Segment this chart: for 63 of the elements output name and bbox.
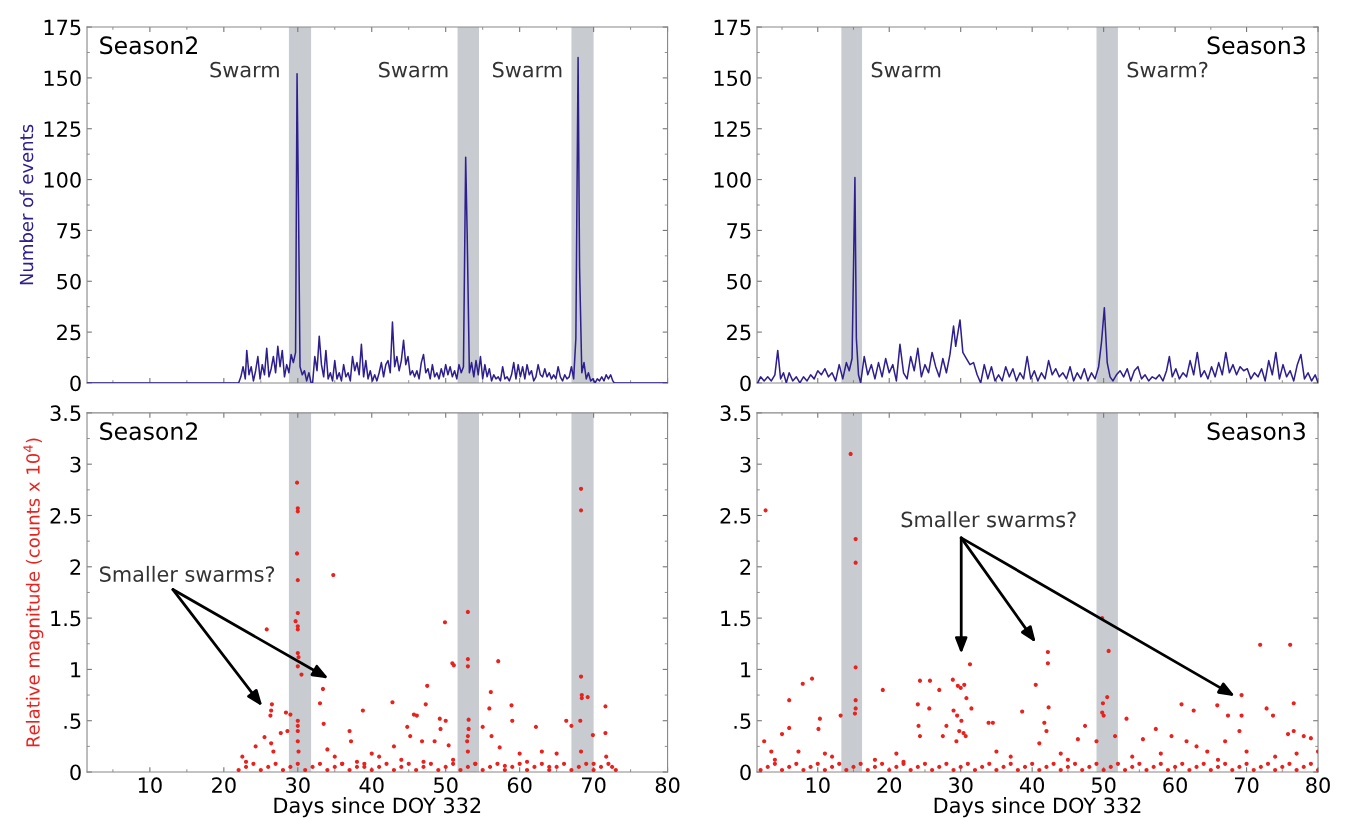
y-tick-label: 3 [740,456,751,473]
x-tick-label: 60 [1163,777,1187,794]
x-axis-title: Days since DOY 332 [934,797,1141,818]
band-label: Swarm [492,61,562,78]
y-tick-label: 50 [57,273,81,290]
y-tick-label: 50 [727,273,751,290]
y-tick-label: 0 [70,764,81,781]
y-axis-title: Relative magnitude (counts x 10$^{4}$) [23,438,44,747]
band-label: Swarm? [1127,61,1208,78]
y-tick-label: 1 [741,662,751,678]
y-tick-label: 3.5 [50,405,81,422]
chart-title: Season3 [1207,422,1305,441]
y-tick-label: 2 [70,559,81,575]
y-tick-label: 1.5 [721,610,751,627]
x-tick-label: 20 [212,777,236,794]
band-label: Swarm [871,61,941,78]
y-tick-label: 2.5 [720,507,751,524]
y-tick-label: 175 [44,19,81,36]
y-axis-title: Number of events [19,124,34,285]
band-label: Swarm [379,61,448,78]
y-tick-label: 175 [714,19,751,36]
y-tick-label: 2.5 [50,507,81,524]
chart-title: Season2 [100,36,197,55]
x-tick-label: 80 [1306,777,1330,794]
x-tick-label: 20 [877,777,902,794]
x-tick-label: 30 [286,777,310,794]
x-tick-label: 30 [949,777,973,794]
x-tick-label: 60 [507,777,532,794]
y-tick-label: .5 [734,713,751,729]
y-tick-label: 75 [57,223,81,239]
x-tick-label: 10 [138,777,162,794]
y-tick-label: 150 [44,70,81,87]
x-tick-label: 40 [359,777,384,794]
chart-title: Season2 [100,422,197,441]
y-tick-label: 150 [714,70,751,87]
y-tick-label: 125 [714,121,751,137]
y-tick-label: 0 [740,764,751,781]
y-tick-label: 100 [44,172,81,188]
x-tick-label: 10 [806,777,830,794]
x-tick-label: 80 [655,777,680,794]
x-tick-label: 70 [582,777,606,794]
x-tick-label: 40 [1019,777,1045,794]
y-tick-label: 75 [727,223,751,239]
y-tick-label: 1.5 [51,610,81,627]
chart-title: Season3 [1207,36,1305,55]
annotation: Smaller swarms? [901,511,1076,528]
y-tick-label: 0 [70,375,81,392]
annotation: Smaller swarms? [100,565,275,582]
y-tick-label: 2 [740,559,751,575]
y-tick-label: .5 [64,713,81,729]
x-tick-label: 50 [434,777,458,794]
y-tick-label: 25 [57,324,81,341]
x-tick-label: 50 [1091,777,1116,794]
y-tick-label: 25 [727,324,751,341]
y-tick-label: 1 [71,662,81,678]
x-axis-title: Days since DOY 332 [274,797,481,818]
band-label: Swarm [210,61,279,78]
y-tick-label: 0 [740,375,751,392]
x-tick-label: 70 [1235,777,1259,794]
y-tick-label: 125 [44,121,81,137]
y-tick-label: 3 [70,456,81,473]
y-tick-label: 3.5 [720,405,751,422]
y-tick-label: 100 [714,172,751,188]
